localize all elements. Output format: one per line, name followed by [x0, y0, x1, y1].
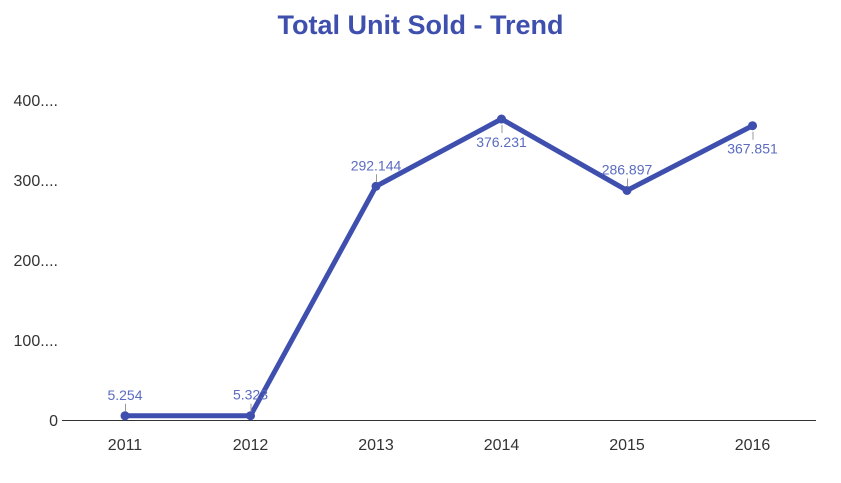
- chart-title: Total Unit Sold - Trend: [277, 10, 564, 40]
- data-label-2015: 286.897: [602, 161, 653, 177]
- x-tick-label-2016: 2016: [735, 437, 771, 454]
- y-tick-label-100: 100....: [14, 333, 58, 350]
- data-point-2014[interactable]: [497, 114, 506, 124]
- data-labels: 5.254 5.323 292.144 376.231 286.897 367.851: [107, 125, 778, 412]
- x-tick-label-2011: 2011: [108, 437, 143, 454]
- y-tick-label-400: 400....: [14, 93, 58, 110]
- data-label-2012: 5.323: [233, 387, 268, 403]
- x-tick-label-2012: 2012: [233, 437, 269, 454]
- data-point-2011[interactable]: [120, 411, 130, 421]
- x-tick-label-2015: 2015: [609, 437, 645, 454]
- data-label-2016: 367.851: [727, 141, 778, 157]
- series-line: [122, 116, 755, 419]
- data-point-2012[interactable]: [246, 411, 255, 421]
- y-tick-label-300: 300....: [14, 173, 58, 190]
- data-point-2016[interactable]: [748, 121, 757, 131]
- data-point-2015[interactable]: [622, 185, 632, 195]
- data-point-2013[interactable]: [371, 181, 381, 191]
- series-total-unit-sold: [120, 114, 757, 421]
- x-tick-label-2013: 2013: [358, 437, 394, 454]
- y-tick-label-0: 0: [49, 413, 58, 430]
- x-axis: 2011 2012 2013 2014 2015 2016: [62, 420, 816, 454]
- data-label-2011: 5.254: [107, 387, 142, 403]
- y-axis: 0 100.... 200.... 300.... 400....: [14, 93, 59, 430]
- y-tick-label-200: 200....: [14, 253, 58, 270]
- data-label-2013: 292.144: [351, 157, 402, 173]
- data-label-2014: 376.231: [476, 134, 527, 150]
- x-tick-label-2014: 2014: [484, 437, 520, 454]
